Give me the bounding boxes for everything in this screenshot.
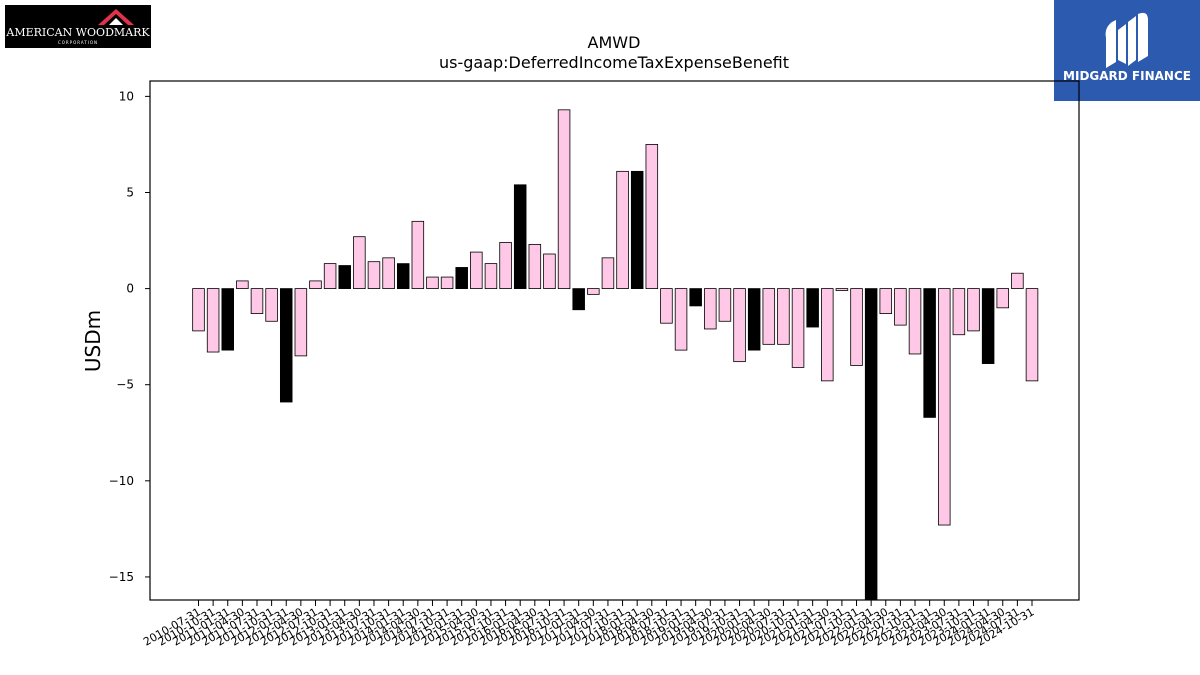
- y-tick-label: 10: [119, 89, 134, 103]
- bar-2014-04-30: [411, 220, 425, 290]
- bar-2019-04-30: [704, 288, 717, 330]
- bar-2019-01-31: [689, 288, 702, 307]
- bar-2024-04-30: [996, 288, 1010, 309]
- y-tick-label: −15: [109, 570, 134, 584]
- bar-2014-07-31: [426, 276, 439, 290]
- bar-2010-10-31: [206, 288, 220, 353]
- bar-2023-01-31: [923, 288, 936, 418]
- bar-2015-01-31: [455, 267, 468, 289]
- bar-2013-04-30: [353, 236, 366, 289]
- midgard-finance-logo: MIDGARD FINANCE: [1054, 0, 1200, 101]
- bar-2017-07-31: [601, 257, 615, 289]
- bar-2020-01-31: [747, 288, 761, 351]
- bar-2014-01-31: [396, 263, 410, 289]
- bar-2021-04-30: [821, 288, 834, 382]
- y-tick-label: −10: [109, 474, 134, 488]
- bar-2011-07-31: [250, 288, 264, 314]
- bar-2013-07-31: [367, 261, 381, 290]
- bar-2022-10-31: [908, 288, 922, 355]
- bar-2023-07-31: [952, 288, 966, 336]
- bar-2017-10-31: [616, 170, 629, 289]
- bar-2012-04-30: [294, 288, 308, 357]
- bar-2016-10-31: [557, 109, 571, 290]
- bar-2017-04-30: [587, 288, 600, 295]
- bar-2024-10-31: [1025, 288, 1039, 382]
- bar-2024-01-31: [981, 288, 995, 364]
- left-logo-text: AMERICAN WOODMARK: [6, 26, 150, 39]
- bar-2018-04-30: [645, 144, 659, 289]
- bar-2010-07-31: [192, 288, 205, 332]
- bar-2018-10-31: [674, 288, 688, 351]
- bar-2023-10-31: [967, 288, 980, 332]
- bar-2016-07-31: [543, 253, 556, 289]
- bar-2016-04-30: [528, 243, 542, 289]
- bar-2011-04-30: [236, 280, 249, 290]
- x-ticks: 2010-07-312010-10-312011-01-312011-04-30…: [141, 600, 1037, 649]
- bar-2017-01-31: [572, 288, 585, 311]
- bar-2019-10-31: [733, 288, 746, 363]
- bar-2019-07-31: [718, 288, 732, 322]
- midgard-emblem-icon: [1105, 12, 1148, 68]
- bar-2020-10-31: [791, 288, 805, 368]
- bar-2020-04-30: [762, 288, 776, 345]
- bar-2012-07-31: [309, 280, 322, 290]
- y-tick-label: 0: [126, 282, 134, 296]
- chart-subtitle: us-gaap:DeferredIncomeTaxExpenseBenefit: [439, 53, 789, 72]
- bar-2018-07-31: [660, 288, 673, 324]
- bar-2014-10-31: [440, 276, 454, 290]
- bar-2024-07-31: [1011, 272, 1024, 290]
- bar-2021-07-31: [835, 288, 849, 291]
- bar-2020-07-31: [777, 288, 790, 345]
- bar-2018-01-31: [630, 170, 644, 289]
- bar-2015-10-31: [499, 242, 512, 290]
- chart-title: AMWD: [588, 33, 641, 52]
- bar-2013-01-31: [338, 265, 351, 289]
- bar-2012-10-31: [323, 263, 337, 289]
- bar-2023-04-30: [938, 288, 951, 526]
- y-axis-label: USDm: [81, 310, 105, 372]
- bar-2016-01-31: [513, 184, 527, 290]
- left-logo-subtext: CORPORATION: [57, 40, 99, 45]
- right-logo-text: MIDGARD FINANCE: [1063, 69, 1191, 83]
- y-ticks: 10 5 0 −5 −10 −15: [109, 89, 150, 584]
- bar-2022-04-30: [879, 288, 893, 314]
- american-woodmark-logo: AMERICAN WOODMARK CORPORATION: [5, 5, 151, 48]
- y-tick-label: 5: [126, 185, 134, 199]
- bar-2011-10-31: [265, 288, 278, 322]
- bar-2011-01-31: [221, 288, 234, 351]
- plot-frame: [149, 80, 1080, 601]
- bar-2015-04-30: [470, 251, 483, 290]
- y-tick-label: −5: [116, 378, 134, 392]
- bars-layer: [192, 109, 1039, 601]
- bar-2021-10-31: [850, 288, 863, 366]
- bar-2022-01-31: [864, 288, 878, 601]
- bar-2021-01-31: [806, 288, 819, 328]
- bar-2013-10-31: [382, 257, 395, 289]
- bar-2012-01-31: [279, 288, 293, 403]
- roof-emblem-icon: [98, 9, 134, 25]
- bar-2015-07-31: [484, 263, 498, 289]
- bar-2022-07-31: [894, 288, 907, 326]
